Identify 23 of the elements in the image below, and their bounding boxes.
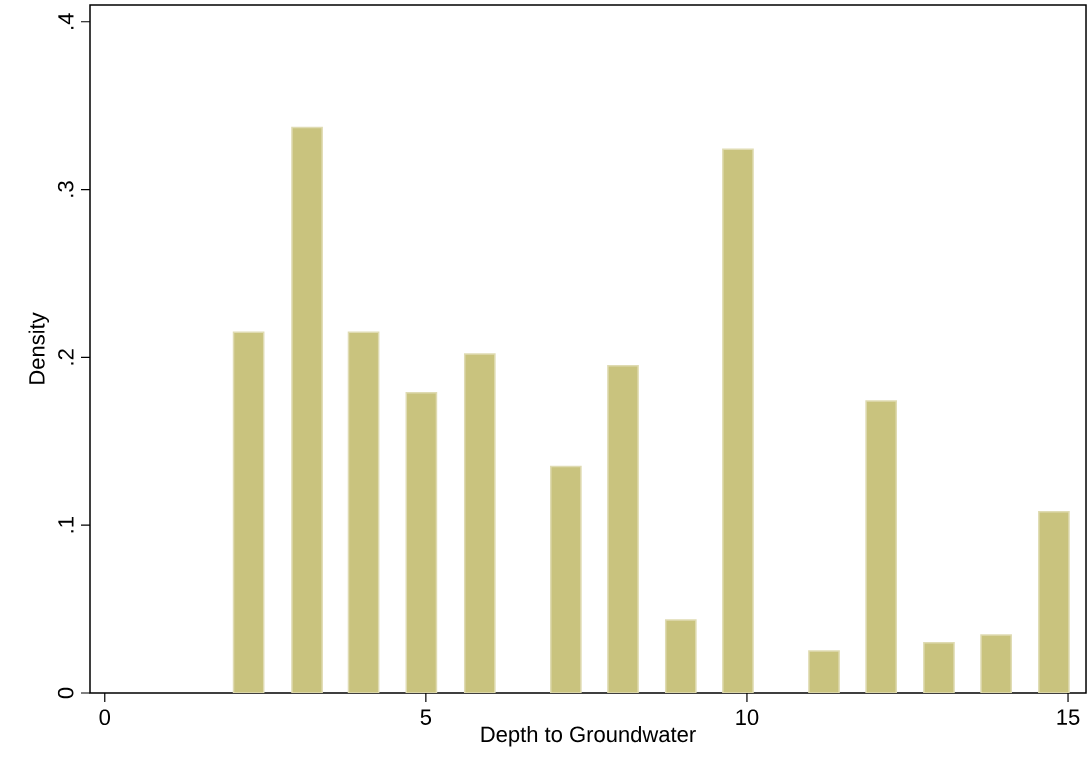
bar bbox=[463, 353, 496, 693]
x-tick-label: 5 bbox=[420, 709, 432, 725]
y-tick-label: .4 bbox=[58, 13, 74, 29]
bar bbox=[722, 148, 754, 693]
y-tick-label: .1 bbox=[58, 517, 74, 533]
y-tick-label: 0 bbox=[57, 687, 74, 699]
x-axis-title: Depth to Groundwater bbox=[481, 725, 696, 747]
x-tick-label: 0 bbox=[99, 709, 111, 726]
bar bbox=[550, 465, 582, 693]
bar bbox=[865, 400, 897, 693]
y-tick-label: .3 bbox=[57, 181, 74, 197]
x-tick-label: 15 bbox=[1057, 709, 1080, 725]
bar bbox=[923, 641, 955, 693]
bar bbox=[1038, 511, 1070, 693]
bar bbox=[232, 331, 265, 693]
bar bbox=[291, 126, 323, 693]
y-axis-title: Density bbox=[28, 312, 50, 384]
bar bbox=[664, 619, 697, 693]
bar bbox=[347, 331, 380, 693]
y-tick-label: .2 bbox=[58, 349, 74, 365]
bar bbox=[607, 365, 639, 693]
bar bbox=[405, 391, 438, 693]
x-tick-label: 10 bbox=[736, 709, 759, 726]
